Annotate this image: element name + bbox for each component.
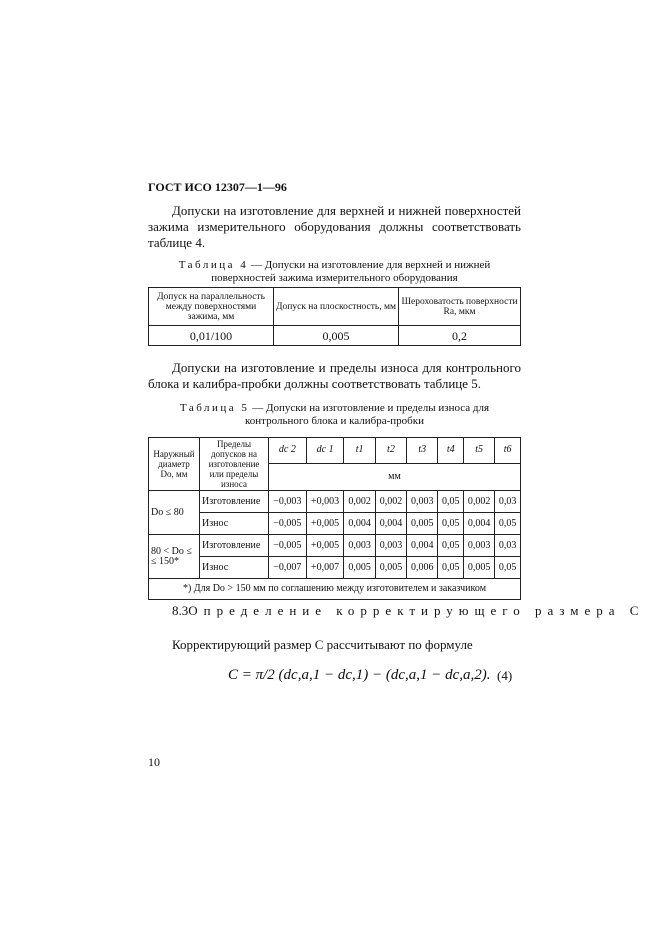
table-row: Износ −0,005 +0,005 0,004 0,004 0,005 0,05 0,00… — [149, 512, 521, 535]
table-caption-text: — Допуски на изготовление для верхней и … — [211, 259, 491, 284]
table-cell: 0,03 — [494, 534, 521, 557]
table-cell: 0,05 — [437, 556, 465, 579]
table5-caption: Таблица 5 — Допуски на изготовление и пр… — [148, 402, 521, 428]
table-cell: 0,004 — [463, 512, 496, 535]
column-header: Допуск на плоскостность, мм — [273, 287, 399, 326]
table-cell: 0,006 — [406, 556, 439, 579]
table-label: Таблица 4 — [178, 259, 249, 271]
table-cell: 0,05 — [494, 556, 521, 579]
column-header: Допуск на параллельность между поверхнос… — [148, 287, 274, 326]
section-heading: 8.3Определение корректирующего размера C — [172, 603, 644, 619]
table-cell: −0,007 — [268, 556, 307, 579]
table-cell: 0,002 — [463, 490, 496, 513]
table-cell: 0,002 — [374, 490, 408, 513]
table-cell: +0,007 — [305, 556, 345, 579]
column-header: t3 — [406, 437, 439, 464]
column-header: t5 — [463, 437, 496, 464]
type-cell: Изготовление — [199, 490, 269, 513]
column-header: dc 2 — [268, 437, 307, 464]
table-cell: 0,01/100 — [148, 325, 274, 346]
table-caption-text: — Допуски на изготовление и пределы изно… — [245, 402, 490, 427]
table-cell: +0,005 — [305, 534, 345, 557]
table-row: Износ −0,007 +0,007 0,005 0,005 0,006 0,05 0,00… — [149, 556, 521, 579]
table-cell: 0,003 — [374, 534, 408, 557]
unit-cell: мм — [268, 462, 521, 492]
formula-number: (4) — [497, 668, 513, 683]
table-4: Допуск на параллельность между поверхнос… — [148, 287, 521, 346]
formula: C = π/2 (dc,a,1 − dc,1) − (dc,a,1 − dc,a… — [228, 667, 491, 683]
table-label: Таблица 5 — [179, 402, 250, 414]
paragraph: Допуски на изготовление для верхней и ни… — [148, 203, 521, 250]
page-number: 10 — [148, 755, 160, 769]
type-cell: Износ — [199, 512, 269, 535]
table-cell: 0,004 — [374, 512, 408, 535]
table-row: Dо ≤ 80 Изготовление −0,003 +0,003 0,002 0,00… — [148, 490, 521, 535]
type-cell: Износ — [199, 556, 269, 579]
table-cell: 0,002 — [343, 490, 376, 513]
table-cell: 0,004 — [406, 534, 439, 557]
table-cell: 0,003 — [463, 534, 496, 557]
table-footnote: *) Для Dо > 150 мм по соглашению между и… — [148, 578, 521, 600]
table-cell: 0,004 — [343, 512, 376, 535]
column-header: Пределы допусков на изготовление или пре… — [199, 437, 269, 491]
table-cell: +0,003 — [305, 490, 345, 513]
table-cell: 0,003 — [343, 534, 376, 557]
column-header: t6 — [494, 437, 521, 464]
table-cell: 0,003 — [406, 490, 439, 513]
table-cell: 0,2 — [398, 325, 521, 346]
column-header: t2 — [374, 437, 408, 464]
table-cell: 0,05 — [437, 534, 465, 557]
table-cell: 0,005 — [273, 325, 399, 346]
table-cell: −0,005 — [268, 512, 307, 535]
table-cell: 0,005 — [406, 512, 439, 535]
column-header: t1 — [343, 437, 376, 464]
diameter-cell: Dо ≤ 80 — [148, 490, 200, 535]
table-cell: 0,005 — [343, 556, 376, 579]
paragraph: Допуски на изготовление и пределы износа… — [148, 360, 521, 391]
column-header: Шероховатость поверхности Ra, мкм — [398, 287, 521, 326]
paragraph: Корректирующий размер C рассчитывают по … — [172, 637, 473, 652]
table-cell: 0,05 — [494, 512, 521, 535]
column-header: dc 1 — [305, 437, 345, 464]
column-header: Наружный диаметр Dо, мм — [148, 437, 200, 491]
table-cell: −0,003 — [268, 490, 307, 513]
section-number: 8.3 — [172, 603, 189, 618]
table-cell: 0,005 — [374, 556, 408, 579]
table-5: Наружный диаметр Dо, мм Пределы допусков … — [148, 437, 521, 600]
table-cell: 0,03 — [494, 490, 521, 513]
column-header: t4 — [437, 437, 465, 464]
table-row: 80 < Dо ≤ ≤ 150* Изготовление −0,005 +0,005… — [148, 534, 521, 579]
table-cell: −0,005 — [268, 534, 307, 557]
table-cell: 0,05 — [437, 512, 465, 535]
type-cell: Изготовление — [199, 534, 269, 557]
table-cell: 0,05 — [437, 490, 465, 513]
section-title: Определение корректирующего размера C — [188, 603, 645, 618]
document-header: ГОСТ ИСО 12307—1—96 — [148, 180, 287, 194]
table4-caption: Таблица 4 — Допуски на изготовление для … — [148, 259, 521, 285]
table-cell: 0,005 — [463, 556, 496, 579]
diameter-cell: 80 < Dо ≤ ≤ 150* — [148, 534, 200, 579]
table-cell: +0,005 — [305, 512, 345, 535]
